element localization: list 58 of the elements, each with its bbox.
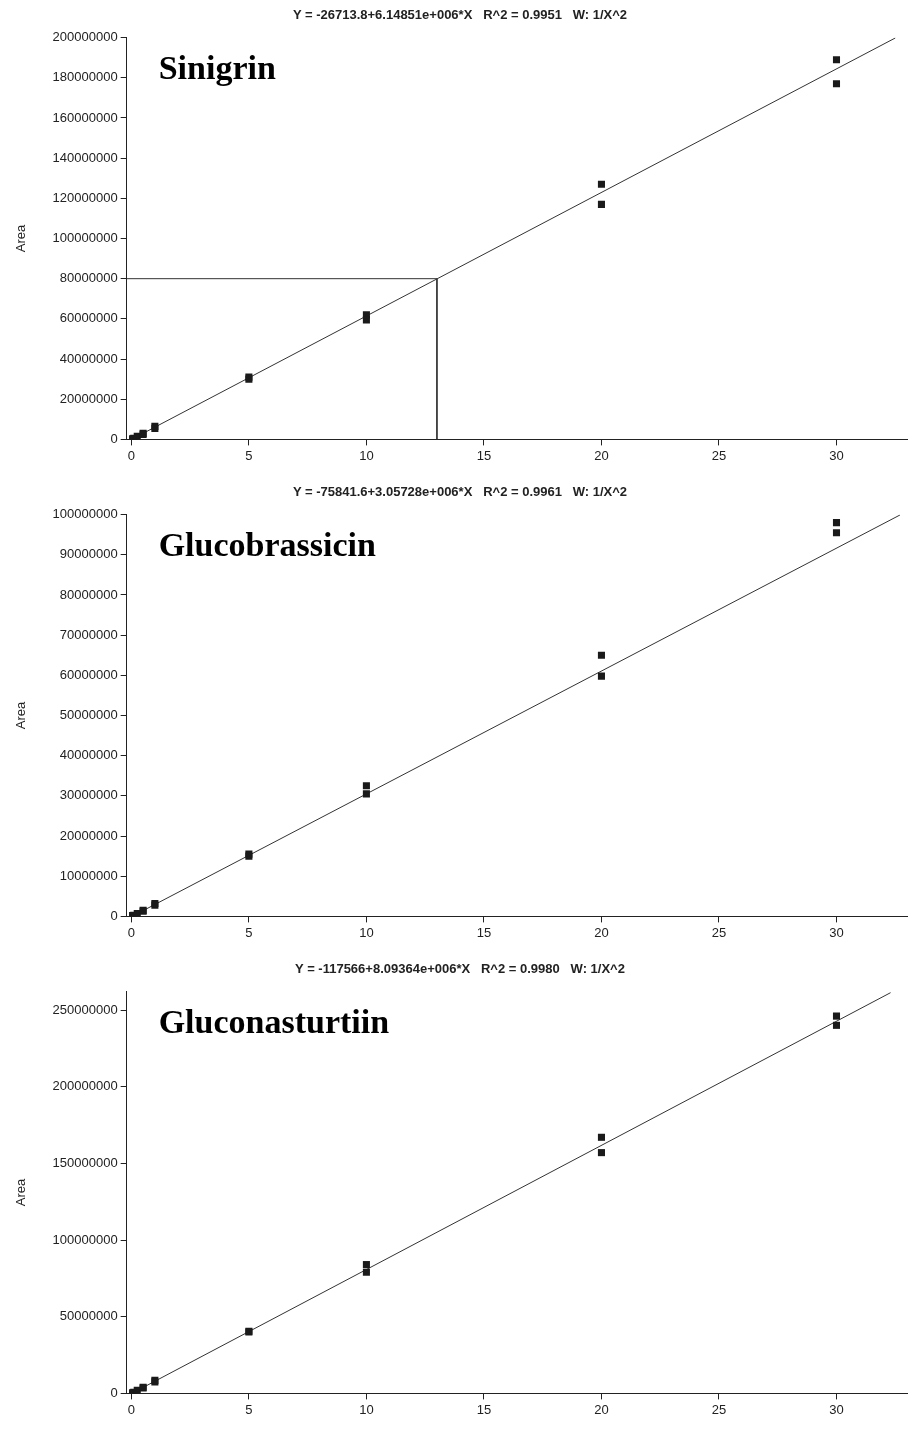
y-tick-label: 180000000 <box>52 69 118 85</box>
y-tick-label: 80000000 <box>59 270 118 286</box>
y-tick-label: 30000000 <box>59 787 118 803</box>
y-tick-label: 60000000 <box>59 310 118 326</box>
y-tick-label: 150000000 <box>52 1154 118 1170</box>
annotation: Sinigrin <box>158 49 276 87</box>
y-axis-title: Area <box>13 224 29 253</box>
x-tick-label: 25 <box>711 447 727 463</box>
x-tick-label: 5 <box>245 447 253 463</box>
y-tick-label: 40000000 <box>59 747 118 763</box>
y-tick-label: 60000000 <box>59 666 118 682</box>
x-tick-label: 20 <box>594 924 609 940</box>
x-tick-label: 25 <box>711 924 727 940</box>
x-tick-label: 15 <box>476 447 492 463</box>
y-tick-label: 100000000 <box>52 506 118 522</box>
y-tick-label: 200000000 <box>52 1078 118 1094</box>
x-tick-label: 0 <box>127 1401 135 1417</box>
y-tick-label: 120000000 <box>52 189 118 205</box>
x-tick-label: 30 <box>829 447 844 463</box>
x-tick-label: 20 <box>594 1401 609 1417</box>
x-tick-label: 5 <box>245 1401 253 1417</box>
x-tick-label: 30 <box>829 924 844 940</box>
y-tick-label: 0 <box>110 430 118 446</box>
y-tick-label: 20000000 <box>59 390 118 406</box>
x-tick-label: 10 <box>359 924 374 940</box>
x-tick-label: 15 <box>476 1401 492 1417</box>
y-tick-label: 40000000 <box>59 350 118 366</box>
y-tick-label: 100000000 <box>52 230 118 246</box>
y-tick-label: 10000000 <box>59 867 118 883</box>
y-tick-label: 100000000 <box>52 1231 118 1247</box>
y-tick-label: 20000000 <box>59 827 118 843</box>
annotation: Glucobrassicin <box>158 526 377 564</box>
x-tick-label: 15 <box>476 924 492 940</box>
x-tick-label: 5 <box>245 924 253 940</box>
annotation: Gluconasturtiin <box>158 1003 390 1041</box>
y-tick-label: 140000000 <box>52 149 118 165</box>
x-tick-label: 10 <box>359 447 374 463</box>
y-tick-label: 160000000 <box>52 109 118 125</box>
x-tick-label: 0 <box>127 924 135 940</box>
y-tick-label: 50000000 <box>59 1308 118 1324</box>
y-tick-label: 70000000 <box>59 626 118 642</box>
y-tick-label: 90000000 <box>59 546 118 562</box>
y-axis-title: Area <box>13 701 29 730</box>
x-tick-label: 25 <box>711 1401 727 1417</box>
chart-title: Y = -117566+8.09364e+006*X R^2 = 0.9980 W: 1/X^2 <box>295 961 625 977</box>
y-tick-label: 200000000 <box>52 29 118 45</box>
x-tick-label: 20 <box>594 447 609 463</box>
y-tick-label: 0 <box>110 1384 118 1400</box>
x-tick-label: 10 <box>359 1401 374 1417</box>
y-tick-label: 250000000 <box>52 1001 118 1017</box>
chart-title: Y = -75841.6+3.05728e+006*X R^2 = 0.9961 W: 1/X^2 <box>292 484 628 500</box>
x-tick-label: 0 <box>127 447 135 463</box>
y-tick-label: 80000000 <box>59 586 118 602</box>
y-axis-title: Area <box>13 1178 29 1207</box>
y-tick-label: 0 <box>110 907 118 923</box>
y-tick-label: 50000000 <box>59 707 118 723</box>
chart-title: Y = -26713.8+6.14851e+006*X R^2 = 0.9951 W: 1/X^2 <box>292 7 628 23</box>
x-tick-label: 30 <box>829 1401 844 1417</box>
